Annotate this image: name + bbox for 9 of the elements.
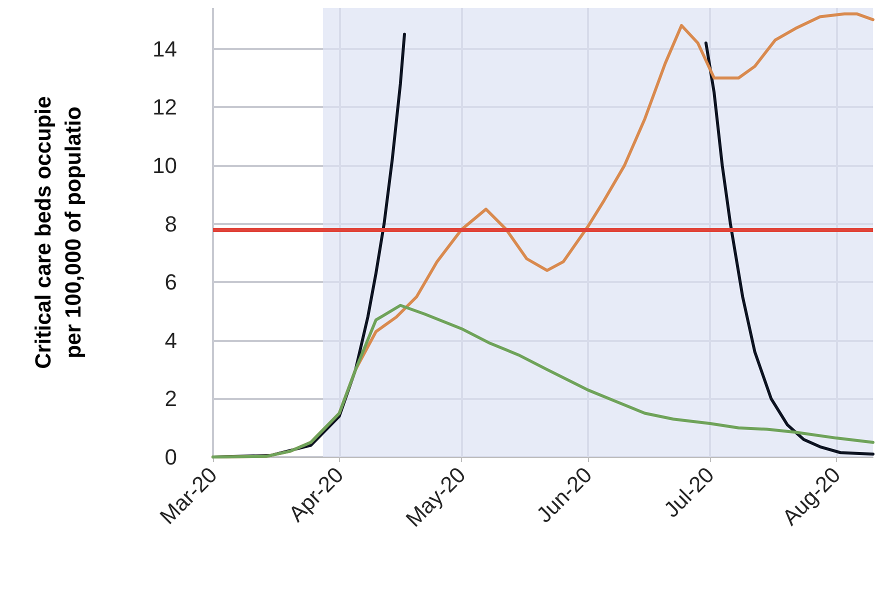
y-tick-label: 0 — [164, 444, 177, 470]
y-tick-label: 2 — [164, 386, 177, 412]
y-tick-label: 8 — [164, 211, 177, 236]
y-axis-title: Critical care beds occupie per 100,000 of populatio — [30, 96, 86, 369]
y-tick-label: 14 — [152, 36, 177, 62]
y-tick-label: 12 — [152, 94, 177, 120]
y-tick-label: 4 — [164, 328, 177, 353]
y-tick-label: 10 — [152, 152, 177, 178]
y-tick-label: 6 — [164, 270, 177, 295]
